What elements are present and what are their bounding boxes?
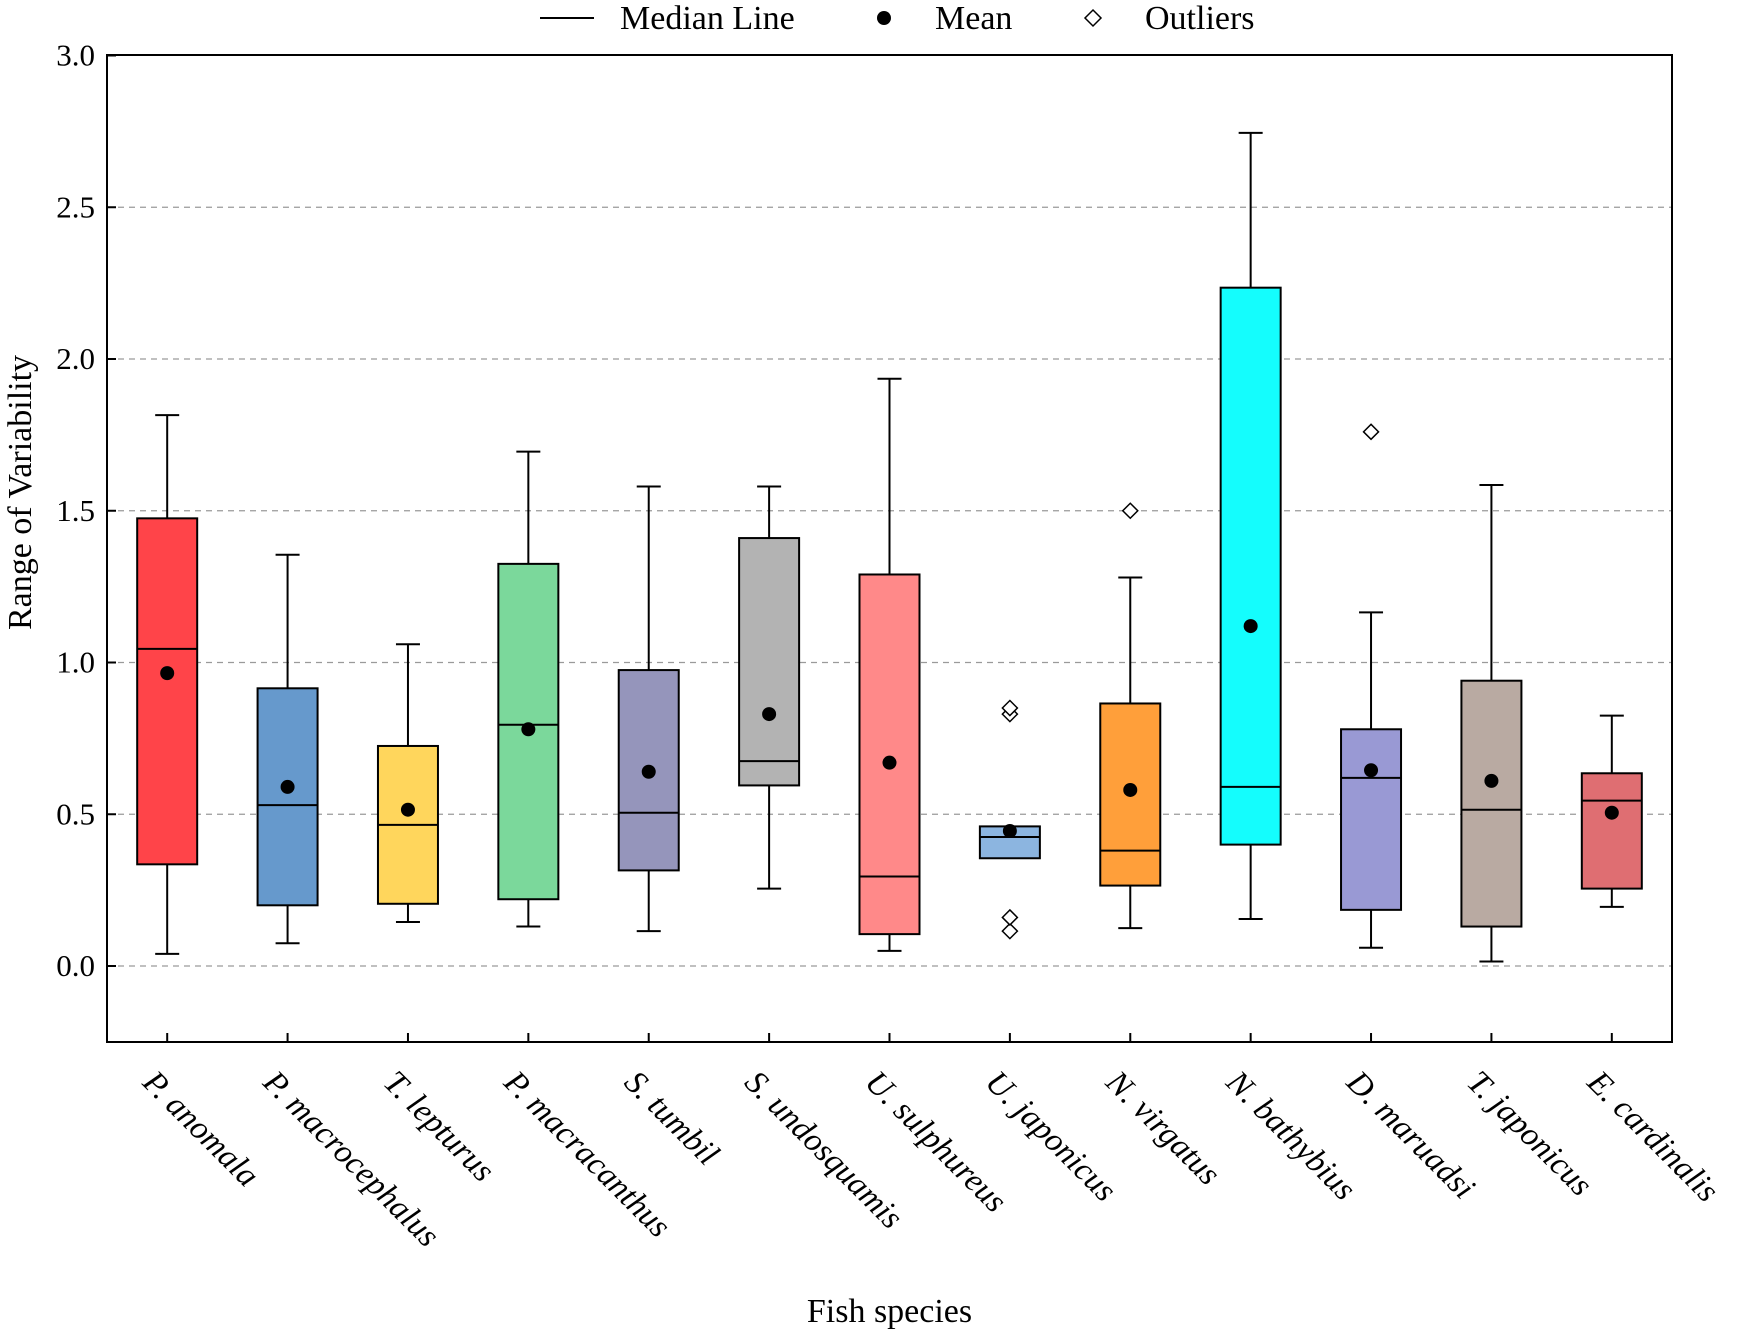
iqr-box — [1580, 772, 1643, 890]
mean-marker — [1123, 782, 1138, 797]
box-n-bathybius — [1219, 131, 1282, 920]
box-s-undosquamis — [738, 485, 801, 890]
y-axis: 0.0 0.5 1.0 1.5 2.0 2.5 3.0 — [56, 38, 116, 983]
legend-outliers-label: Outliers — [1145, 0, 1255, 37]
mean-marker — [1364, 763, 1379, 778]
mean-marker — [882, 755, 897, 770]
x-category-label: T. japonicus — [1460, 1064, 1599, 1203]
mean-marker — [762, 707, 777, 722]
x-category-label: D. maruadsi — [1339, 1063, 1482, 1206]
mean-marker — [160, 666, 175, 681]
x-category-label: N. bathybius — [1218, 1063, 1362, 1207]
iqr-box — [136, 517, 199, 866]
iqr-box — [1340, 728, 1403, 911]
box-n-virgatus — [1099, 502, 1162, 930]
box-p-macracanthus — [497, 450, 560, 928]
box-s-tumbil — [617, 485, 680, 933]
box-t-japonicus — [1460, 483, 1523, 963]
mean-marker — [280, 779, 295, 794]
x-category-label: P. anomala — [135, 1063, 266, 1194]
box-series — [136, 131, 1643, 963]
y-axis-title: Range of Variability — [2, 355, 39, 630]
y-tick-label: 2.0 — [56, 341, 95, 376]
outlier-marker — [1001, 922, 1019, 940]
y-tick-label: 1.0 — [56, 645, 95, 680]
outlier-marker — [1121, 502, 1139, 520]
y-tick-label: 0.0 — [56, 948, 95, 983]
legend-mean-swatch — [877, 11, 891, 25]
legend-outliers-swatch — [1083, 8, 1103, 28]
iqr-box — [1460, 679, 1523, 928]
outlier-marker — [1001, 699, 1019, 717]
x-axis-title: Fish species — [807, 1293, 972, 1330]
iqr-box — [858, 573, 921, 936]
mean-marker — [641, 764, 656, 779]
legend: Median Line Mean Outliers — [540, 0, 1255, 37]
mean-marker — [1484, 773, 1499, 788]
box-p-anomala — [136, 414, 199, 955]
x-category-label: E. cardinalis — [1579, 1063, 1725, 1209]
legend-mean-label: Mean — [935, 0, 1012, 37]
y-tick-label: 3.0 — [56, 38, 95, 73]
box-d-maruadsi — [1340, 423, 1403, 949]
mean-marker — [1604, 805, 1619, 820]
y-tick-label: 1.5 — [56, 493, 95, 528]
x-category-label: N. virgatus — [1098, 1063, 1227, 1192]
y-tick-label: 2.5 — [56, 189, 95, 224]
iqr-box — [1219, 286, 1282, 846]
x-category-label: S. tumbil — [617, 1064, 725, 1172]
x-category-label: T. lepturus — [376, 1064, 501, 1189]
box-p-macrocephalus — [256, 553, 319, 945]
box-t-lepturus — [376, 643, 439, 923]
mean-marker — [1243, 619, 1258, 634]
mean-marker — [1002, 823, 1017, 838]
outlier-marker — [1362, 423, 1380, 441]
box-u-japonicus — [978, 699, 1041, 940]
mean-marker — [400, 802, 415, 817]
outlier-marker — [1001, 908, 1019, 927]
iqr-box — [256, 687, 319, 907]
box-e-cardinalis — [1580, 714, 1643, 908]
iqr-box — [738, 537, 801, 787]
mean-marker — [521, 722, 536, 737]
legend-median-line-label: Median Line — [620, 0, 795, 37]
box-u-sulphureus — [858, 377, 921, 952]
y-tick-label: 0.5 — [56, 796, 95, 831]
